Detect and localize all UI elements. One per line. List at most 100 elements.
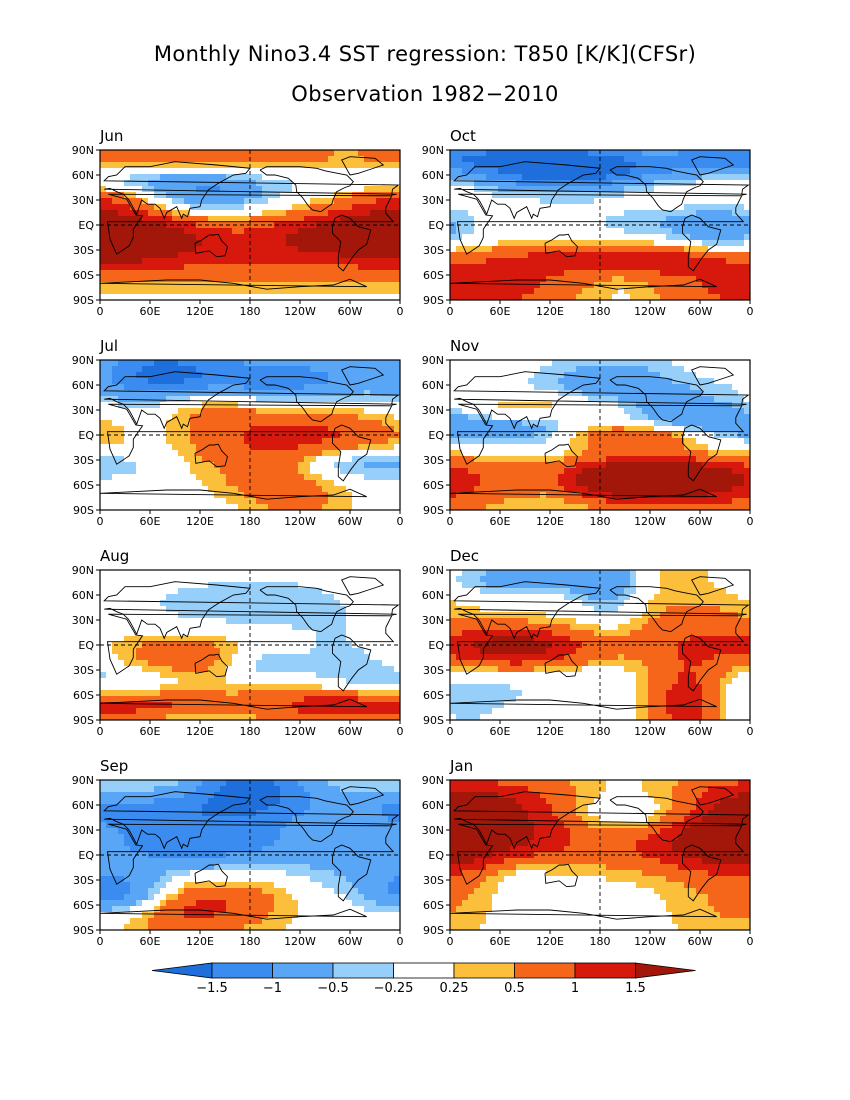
lat-label: 90S [73,504,94,517]
lat-label: 60S [423,479,444,492]
colorbar-arrow-low [151,962,213,979]
lon-label: 60W [338,515,363,528]
lat-label: 90S [423,924,444,937]
lon-label: 0 [747,305,754,318]
colorbar-box [574,962,636,979]
lon-label: 120W [284,515,316,528]
lat-label: 30S [423,244,444,257]
lon-label: 0 [447,725,454,738]
lat-label: EQ [78,849,94,862]
lat-label: 60N [72,799,94,812]
lon-label: 60E [490,725,511,738]
lat-label: EQ [428,429,444,442]
panel-title: Dec [450,547,479,565]
colorbar-box [393,962,455,979]
lat-label: 60N [422,799,444,812]
lat-label: 30N [72,614,94,627]
coastlines [449,786,750,920]
coastlines [449,576,750,710]
coastlines [99,366,400,500]
lon-label: 120E [186,305,214,318]
panel-title: Jan [449,757,473,775]
lat-label: EQ [78,639,94,652]
lat-label: 30N [422,614,444,627]
colorbar-label: 0.25 [440,981,469,996]
lat-label: 60N [72,589,94,602]
lon-label: 0 [97,305,104,318]
colorbar-label: −0.25 [374,981,414,996]
panel-title: Jul [99,337,118,355]
lat-label: 60S [423,689,444,702]
lat-label: 30S [423,874,444,887]
lon-label: 0 [97,515,104,528]
colorbar-box [332,962,394,979]
lat-label: 90S [423,504,444,517]
coastlines [99,156,400,290]
colorbar-label: −1.5 [196,981,228,996]
lon-label: 60W [688,305,713,318]
lat-label: 90S [423,294,444,307]
lon-label: 0 [747,935,754,948]
lon-label: 60E [140,725,161,738]
lat-label: 90N [422,564,444,577]
coastlines [449,156,750,290]
lon-label: 180 [590,935,611,948]
lat-label: 60S [73,899,94,912]
lat-label: 60S [423,269,444,282]
lat-label: 30N [422,404,444,417]
lat-label: 90N [422,144,444,157]
lon-label: 0 [447,935,454,948]
lon-label: 180 [240,515,261,528]
lat-label: 60N [422,379,444,392]
lon-label: 120W [634,305,666,318]
lon-label: 0 [397,725,404,738]
lon-label: 0 [747,725,754,738]
lon-label: 60W [688,935,713,948]
lon-label: 0 [447,305,454,318]
coastlines [99,576,400,710]
lat-label: 60N [72,169,94,182]
lat-label: 90S [73,924,94,937]
lon-label: 120W [284,935,316,948]
lat-label: 90S [423,714,444,727]
lat-label: 30N [72,824,94,837]
lat-label: 30N [72,404,94,417]
colorbar-box [514,962,576,979]
colorbar-box [453,962,515,979]
lat-label: 30S [73,454,94,467]
lat-label: 60S [423,899,444,912]
lon-label: 60E [490,515,511,528]
lat-label: EQ [78,219,94,232]
lon-label: 120E [536,515,564,528]
lon-label: 60W [338,305,363,318]
lon-label: 120E [536,935,564,948]
lat-label: 90S [73,294,94,307]
lat-label: 90S [73,714,94,727]
lon-label: 120W [284,305,316,318]
panel-title: Aug [100,547,129,565]
lon-label: 0 [97,725,104,738]
lat-label: 90N [422,354,444,367]
lon-label: 60W [338,725,363,738]
panel-title: Nov [450,337,479,355]
lat-label: 60N [422,169,444,182]
lat-label: 30S [423,664,444,677]
lon-label: 0 [397,515,404,528]
panel-title: Sep [100,757,128,775]
coastlines [99,786,400,920]
lon-label: 180 [590,305,611,318]
lon-label: 120W [634,515,666,528]
lat-label: 30N [72,194,94,207]
lon-label: 60W [688,515,713,528]
lat-label: EQ [428,219,444,232]
lon-label: 0 [747,515,754,528]
lat-label: 90N [422,774,444,787]
colorbar: −1.5 −1 −0.5 −0.25 0.25 0.5 1 1.5 [151,962,696,996]
